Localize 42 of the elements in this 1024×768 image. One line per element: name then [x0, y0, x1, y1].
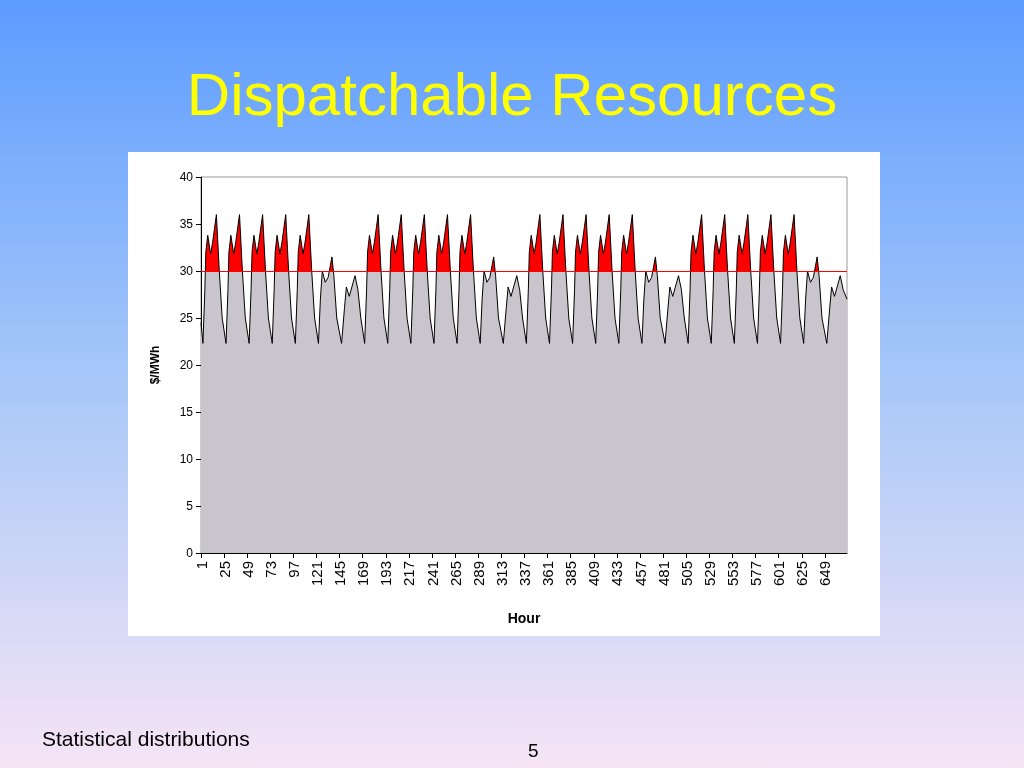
y-tick-label: 0: [186, 546, 194, 560]
x-tick-label: 601: [770, 561, 788, 587]
text: 5: [528, 740, 539, 762]
x-tick-label: 313: [492, 561, 510, 587]
y-tick-label: 15: [179, 405, 194, 419]
y-tick-label: 10: [179, 452, 194, 466]
x-tick-label: 97: [284, 561, 302, 578]
x-tick-label: 385: [562, 561, 580, 587]
x-tick-label: 289: [469, 561, 487, 587]
x-tick-label: 529: [700, 561, 718, 587]
x-tick-label: 457: [631, 561, 649, 587]
x-tick-label: 577: [747, 561, 765, 587]
x-tick-label: 625: [793, 561, 811, 587]
x-tick-label: 121: [308, 561, 326, 587]
x-axis-title: Hour: [507, 610, 541, 626]
x-tick-label: 217: [400, 561, 418, 587]
x-tick-label: 1: [192, 561, 210, 570]
x-tick-label: 241: [423, 561, 441, 587]
y-tick-label: 20: [179, 358, 194, 372]
x-tick-label: 169: [354, 561, 372, 587]
y-tick-label: 30: [179, 264, 194, 278]
x-tick-label: 649: [816, 561, 834, 587]
y-tick-label: 40: [179, 170, 194, 184]
x-tick-label: 361: [539, 561, 557, 587]
y-tick-label: 35: [179, 217, 194, 231]
x-tick-label: 553: [723, 561, 741, 587]
x-tick-label: 193: [377, 561, 395, 587]
x-tick-label: 337: [515, 561, 533, 587]
y-tick-label: 5: [186, 499, 194, 513]
x-tick-label: 145: [331, 561, 349, 587]
x-tick-label: 25: [215, 561, 233, 578]
x-tick-label: 481: [654, 561, 672, 587]
x-tick-label: 505: [677, 561, 695, 587]
text: Statistical distributions: [42, 727, 250, 751]
x-tick-label: 73: [261, 561, 279, 578]
x-tick-label: 265: [446, 561, 464, 587]
y-axis-title: $/MWh: [148, 345, 162, 385]
x-tick-label: 433: [608, 561, 626, 587]
x-tick-label: 409: [585, 561, 603, 587]
x-tick-label: 49: [238, 561, 256, 578]
chart-title: Dispatchable Resources: [185, 60, 839, 130]
y-tick-label: 25: [179, 311, 194, 325]
